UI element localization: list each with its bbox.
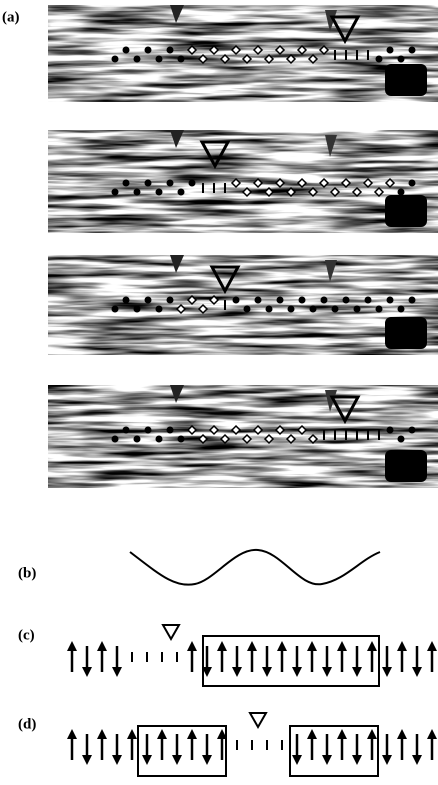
filled-dot (167, 427, 174, 434)
frame (203, 636, 379, 686)
filled-dot (409, 180, 416, 187)
filled-dot (112, 436, 119, 443)
figure: (a) (b) (c) (d) (0, 0, 438, 780)
filled-dot (123, 297, 130, 304)
filled-dot (167, 180, 174, 187)
filled-dot (398, 436, 405, 443)
filled-dot (387, 47, 394, 54)
triangle-marker (163, 625, 179, 639)
filled-dot (145, 47, 152, 54)
stm-image (48, 255, 438, 355)
filled-dot (376, 306, 383, 313)
triangle-marker (250, 713, 266, 727)
surface-step (385, 450, 427, 482)
filled-dot (134, 306, 141, 313)
filled-dot (244, 306, 251, 313)
filled-dot (409, 427, 416, 434)
filled-dot (299, 297, 306, 304)
filled-dot (123, 180, 130, 187)
filled-dot (134, 436, 141, 443)
filled-dot (288, 306, 295, 313)
filled-dot (310, 306, 317, 313)
filled-dot (134, 189, 141, 196)
stm-image (48, 130, 438, 233)
filled-dot (376, 56, 383, 63)
filled-dot (178, 189, 185, 196)
filled-dot (266, 306, 273, 313)
filled-dot (112, 56, 119, 63)
filled-dot (123, 427, 130, 434)
surface-step (385, 64, 427, 96)
filled-dot (387, 427, 394, 434)
filled-dot (409, 297, 416, 304)
page: (a) (b) (c) (d) (() => { const data = JS… (0, 0, 438, 780)
filled-dot (189, 180, 196, 187)
filled-dot (156, 306, 163, 313)
filled-dot (277, 297, 284, 304)
filled-dot (156, 189, 163, 196)
panel-label: (b) (18, 565, 36, 581)
filled-dot (409, 47, 416, 54)
frame (138, 726, 226, 776)
panel-label: (c) (18, 627, 35, 643)
diagrams (48, 5, 438, 776)
filled-dot (387, 297, 394, 304)
filled-dot (321, 297, 328, 304)
surface-step (385, 317, 427, 349)
filled-dot (255, 297, 262, 304)
filled-dot (156, 56, 163, 63)
filled-dot (167, 297, 174, 304)
filled-dot (178, 56, 185, 63)
filled-dot (156, 436, 163, 443)
filled-dot (145, 427, 152, 434)
stm-image (48, 5, 438, 102)
panel-label: (d) (18, 716, 36, 732)
filled-dot (178, 436, 185, 443)
filled-dot (354, 306, 361, 313)
filled-dot (167, 47, 174, 54)
filled-dot (123, 47, 130, 54)
filled-dot (365, 297, 372, 304)
filled-dot (145, 297, 152, 304)
filled-dot (112, 306, 119, 313)
filled-dot (398, 56, 405, 63)
panel-label: (a) (2, 9, 20, 25)
filled-dot (398, 189, 405, 196)
filled-dot (398, 306, 405, 313)
filled-dot (112, 189, 119, 196)
frame (290, 726, 378, 776)
filled-dot (145, 180, 152, 187)
filled-dot (233, 297, 240, 304)
filled-dot (134, 56, 141, 63)
surface-step (385, 195, 427, 227)
wave (130, 550, 380, 585)
filled-dot (332, 306, 339, 313)
filled-dot (343, 297, 350, 304)
